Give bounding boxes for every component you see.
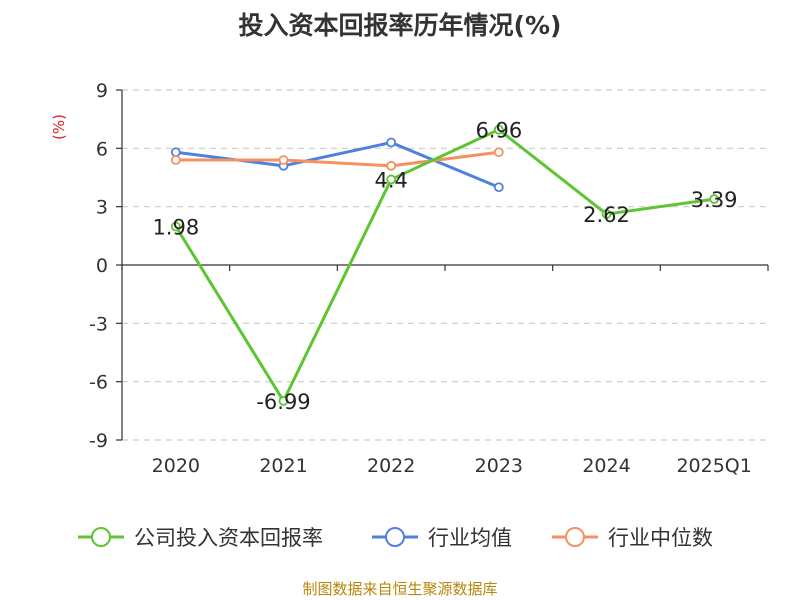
data-point [493, 147, 504, 158]
series-line [175, 150, 500, 168]
data-label: 4.4 [374, 168, 407, 192]
x-tick-label: 2025Q1 [676, 455, 751, 477]
data-point [278, 396, 289, 406]
legend-marker [385, 527, 405, 547]
chart-title: 投入资本回报率历年情况(%) [238, 11, 562, 40]
x-tick-label: 2020 [152, 455, 200, 477]
y-tick-label: -6 [89, 372, 108, 394]
y-tick-label: -9 [89, 430, 108, 452]
data-label: -6.99 [256, 390, 310, 414]
data-point [493, 124, 504, 135]
data-point [170, 155, 181, 165]
data-point [170, 221, 181, 232]
series-line [175, 141, 500, 189]
source-note: 制图数据来自恒生聚源数据库 [302, 580, 498, 598]
y-axis-label: (%) [50, 114, 68, 140]
x-tick-label: 2023 [475, 455, 523, 477]
y-tick-label: 3 [96, 197, 108, 219]
data-label: 1.98 [152, 216, 199, 240]
series-line [174, 128, 715, 403]
y-tick-label: 6 [96, 138, 108, 160]
data-point [709, 194, 720, 204]
data-point [386, 137, 397, 148]
data-label: 6.96 [475, 119, 522, 143]
data-point [601, 209, 612, 219]
data-label: 3.39 [691, 188, 738, 212]
data-point [278, 155, 289, 165]
data-point [386, 160, 397, 171]
legend-marker [91, 527, 111, 547]
y-tick-label: -3 [89, 313, 108, 335]
legend-label: 公司投入资本回报率 [134, 526, 323, 550]
legend-label: 行业均值 [428, 526, 512, 550]
y-tick-label: 0 [96, 255, 108, 277]
x-tick-label: 2022 [367, 455, 415, 477]
x-tick-label: 2021 [259, 455, 307, 477]
legend-marker [565, 527, 585, 547]
x-tick-label: 2024 [582, 455, 630, 477]
y-tick-label: 9 [96, 80, 108, 102]
data-point [493, 182, 504, 193]
data-point [170, 147, 181, 158]
data-label: 2.62 [583, 203, 630, 227]
legend-label: 行业中位数 [608, 526, 713, 550]
data-point [386, 174, 397, 185]
